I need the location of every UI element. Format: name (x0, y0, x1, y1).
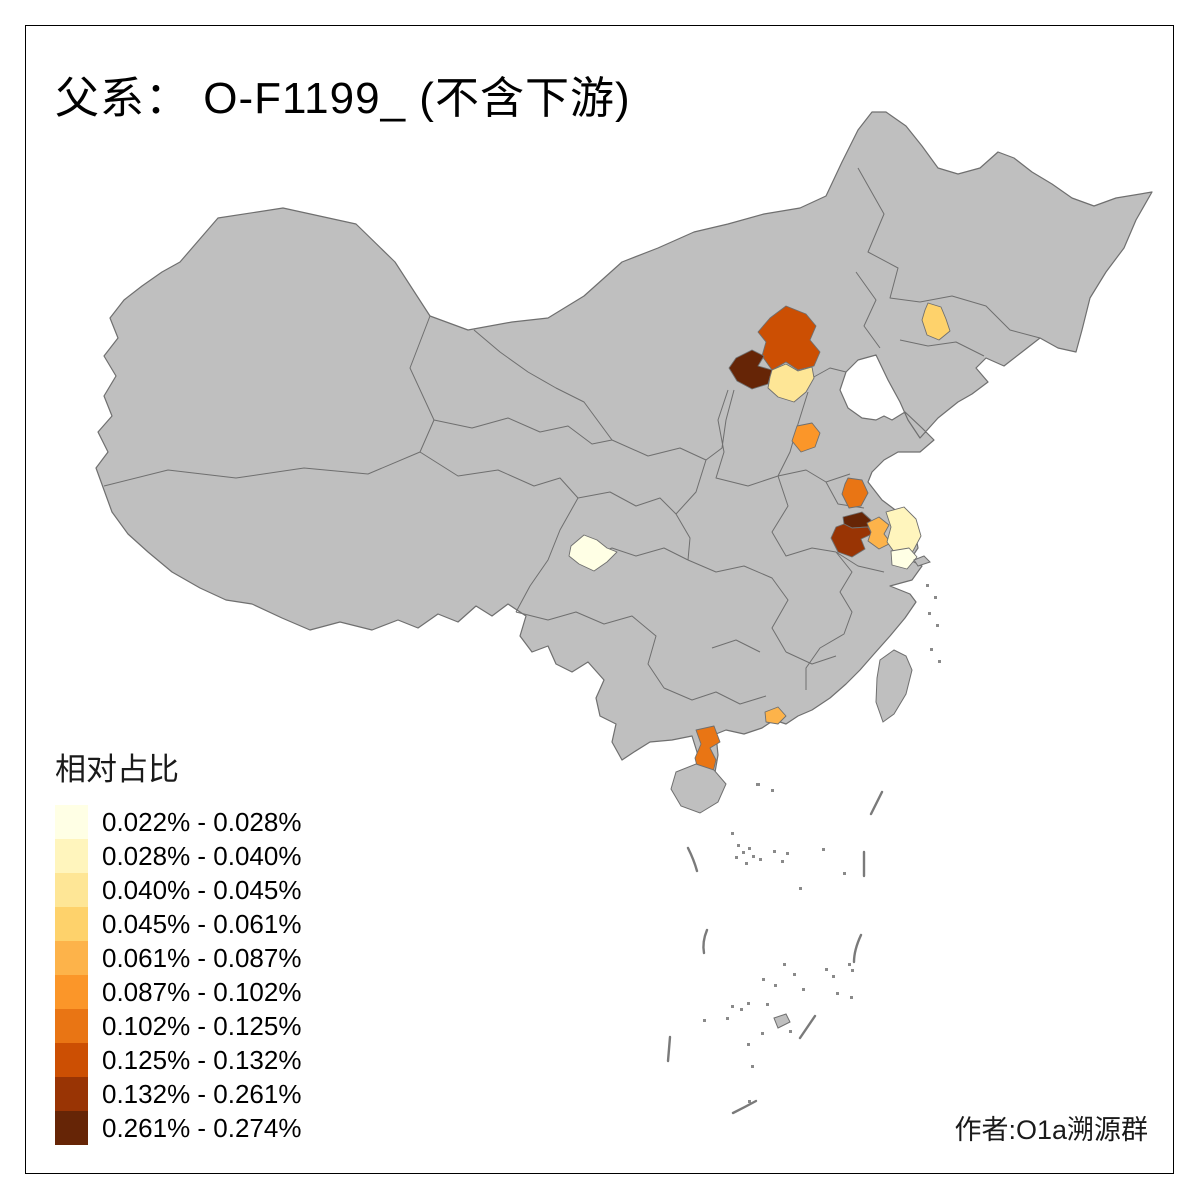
legend-swatch (55, 1043, 88, 1077)
legend-label: 0.132% - 0.261% (102, 1078, 302, 1109)
legend-row: 0.028% - 0.040% (55, 839, 301, 873)
legend-row: 0.040% - 0.045% (55, 873, 301, 907)
hainan-island (670, 763, 727, 814)
map-region-jiangsu-south-palest (890, 547, 918, 570)
map-region-sichuan-chengdu-palest (568, 534, 618, 572)
legend-row: 0.102% - 0.125% (55, 1009, 301, 1043)
legend-label: 0.061% - 0.087% (102, 942, 302, 973)
choropleth-regions (568, 302, 951, 779)
legend-items: 0.022% - 0.028% 0.028% - 0.040% 0.040% -… (55, 805, 301, 1145)
legend: 相对占比 0.022% - 0.028% 0.028% - 0.040% 0.0… (55, 744, 301, 1145)
legend-label: 0.261% - 0.274% (102, 1112, 302, 1143)
legend-swatch (55, 907, 88, 941)
map-region-north-inner-mongolia-large (757, 305, 821, 371)
legend-row: 0.061% - 0.087% (55, 941, 301, 975)
map-region-north-china-plain-small (791, 422, 821, 453)
legend-title: 相对占比 (55, 752, 179, 787)
legend-swatch (55, 1077, 88, 1111)
nine-dash-line (666, 790, 884, 1115)
taiwan-island (875, 649, 913, 723)
legend-row: 0.022% - 0.028% (55, 805, 301, 839)
map-region-shandong-south (841, 477, 869, 509)
legend-label: 0.045% - 0.061% (102, 908, 302, 939)
legend-row: 0.087% - 0.102% (55, 975, 301, 1009)
legend-label: 0.022% - 0.028% (102, 806, 302, 837)
page-title: 父系： O-F1199_ (不含下游) (55, 74, 631, 123)
legend-label: 0.087% - 0.102% (102, 976, 302, 1007)
legend-swatch (55, 873, 88, 907)
legend-swatch (55, 805, 88, 839)
chongming-island (913, 555, 931, 567)
legend-label: 0.040% - 0.045% (102, 874, 302, 905)
legend-swatch (55, 1009, 88, 1043)
islet-dots (703, 584, 941, 1103)
map-region-north-hebei-pale (767, 363, 815, 403)
legend-label: 0.102% - 0.125% (102, 1010, 302, 1041)
credit-text: 作者:O1a溯源群 (954, 1115, 1148, 1145)
map-region-anhui-main-dark (830, 523, 873, 558)
legend-swatch (55, 975, 88, 1009)
map-region-jiangsu-coast-pale (885, 506, 922, 557)
legend-swatch (55, 839, 88, 873)
spratly-island (773, 1013, 791, 1029)
map-region-northeast-jilin (921, 302, 951, 341)
legend-swatch (55, 1111, 88, 1145)
map-region-leizhou-peninsula (694, 725, 721, 779)
legend-row: 0.125% - 0.132% (55, 1043, 301, 1077)
legend-row: 0.132% - 0.261% (55, 1077, 301, 1111)
legend-row: 0.045% - 0.061% (55, 907, 301, 941)
map-region-pearl-delta-small (764, 706, 787, 725)
legend-label: 0.028% - 0.040% (102, 840, 302, 871)
legend-row: 0.261% - 0.274% (55, 1111, 301, 1145)
legend-label: 0.125% - 0.132% (102, 1044, 302, 1075)
legend-swatch (55, 941, 88, 975)
islands (670, 555, 931, 1029)
